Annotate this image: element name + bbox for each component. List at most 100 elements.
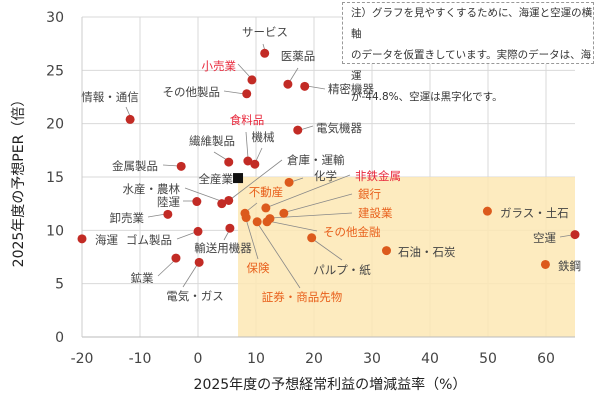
data-label: 全産業 — [199, 172, 234, 186]
y-tick-label: 15 — [46, 170, 64, 186]
data-point — [224, 195, 234, 205]
data-label: その他金融 — [323, 225, 381, 239]
leader-line — [285, 193, 353, 213]
data-label: 水産・農林 — [123, 182, 181, 196]
data-label: 保険 — [247, 261, 270, 275]
leader-line — [176, 231, 197, 240]
data-point — [171, 253, 181, 263]
leader-line — [559, 234, 573, 238]
data-label: 機械 — [252, 130, 275, 144]
leader-line — [245, 131, 249, 159]
data-label: 空運 — [533, 231, 556, 245]
data-point — [242, 89, 252, 99]
data-point — [252, 217, 262, 227]
data-point — [163, 209, 173, 219]
note-line: のデータを仮置きしています。実際のデータは、海運 — [351, 49, 592, 82]
x-tick-label: 60 — [537, 351, 555, 367]
data-point — [283, 79, 293, 89]
leader-line — [257, 223, 301, 289]
leader-line — [313, 239, 343, 261]
data-point-all-industry — [233, 173, 244, 184]
data-point — [77, 234, 87, 244]
data-label: サービス — [242, 25, 288, 39]
leader-line — [184, 187, 222, 202]
highlight-region — [238, 177, 575, 337]
data-point — [293, 125, 303, 135]
data-label: 不動産 — [249, 185, 284, 199]
data-point — [382, 246, 391, 256]
data-point — [279, 208, 289, 218]
data-label: 繊維製品 — [189, 134, 235, 148]
data-point — [224, 157, 234, 167]
data-point — [300, 81, 310, 91]
data-label: 食料品 — [230, 113, 265, 127]
data-point — [247, 75, 257, 85]
data-point — [540, 259, 550, 269]
data-point — [260, 48, 270, 58]
data-label: 海運 — [95, 233, 118, 247]
leader-line — [182, 264, 198, 288]
x-tick-label: -10 — [129, 351, 152, 367]
leader-line — [289, 67, 299, 82]
data-label: 建設業 — [358, 206, 393, 220]
leader-line — [237, 63, 251, 78]
data-point — [243, 156, 253, 166]
data-label: 陸運 — [157, 195, 180, 209]
data-label: その他製品 — [163, 85, 221, 99]
leader-line — [223, 230, 230, 241]
data-label: 輸送用機器 — [194, 241, 252, 255]
leader-line — [157, 259, 176, 277]
leader-line — [162, 164, 180, 167]
data-label: パルプ・紙 — [313, 263, 371, 277]
y-tick-label: 0 — [55, 330, 64, 346]
data-point — [261, 203, 271, 213]
data-point — [192, 197, 202, 207]
x-tick-label: 10 — [247, 351, 265, 367]
y-tick-label: 30 — [46, 10, 64, 26]
data-label: 非鉄金属 — [355, 169, 401, 183]
y-axis-label: 2025年度の予想PER（倍） — [11, 92, 27, 268]
y-tick-label: 25 — [46, 63, 64, 79]
data-point — [262, 217, 272, 227]
data-point — [176, 161, 186, 171]
data-label: 倉庫・運輸 — [287, 153, 345, 167]
note-line: 注）グラフを見やすくするために、海運と空運の横軸 — [351, 7, 593, 40]
y-tick-label: 10 — [46, 223, 64, 239]
data-label: 電気・ガス — [166, 289, 224, 303]
x-tick-label: 30 — [363, 351, 381, 367]
x-tick-label: 40 — [421, 351, 439, 367]
leader-line — [213, 151, 228, 161]
x-tick-label: 0 — [194, 351, 203, 367]
data-point — [217, 199, 227, 209]
x-axis-label: 2025年度の予想経常利益の増減益率（%） — [193, 377, 467, 393]
data-point — [225, 223, 235, 233]
leader-line — [255, 147, 263, 162]
data-label: 精密機器 — [328, 82, 374, 96]
leader-line — [306, 85, 326, 90]
data-label: 鉱業 — [131, 271, 154, 285]
data-point — [194, 257, 204, 267]
leader-line — [245, 218, 259, 260]
data-label: ゴム製品 — [126, 233, 172, 247]
data-label: 化学 — [314, 169, 337, 183]
data-label: 証券・商品先物 — [262, 290, 343, 304]
data-label: 小売業 — [202, 59, 237, 73]
data-point — [307, 233, 317, 243]
data-label: 金属製品 — [112, 159, 158, 173]
data-label: 銀行 — [358, 187, 381, 201]
data-label: 医薬品 — [281, 49, 316, 63]
x-tick-label: 20 — [305, 351, 323, 367]
leader-line — [246, 202, 258, 212]
data-label: 卸売業 — [110, 211, 145, 225]
data-label: 石油・石炭 — [398, 245, 456, 259]
x-tick-label: 50 — [479, 351, 497, 367]
leader-line — [267, 220, 318, 232]
x-tick-label: -20 — [71, 351, 94, 367]
data-point — [241, 213, 251, 223]
leader-line — [125, 106, 131, 117]
y-tick-label: 5 — [55, 277, 64, 293]
leader-line — [230, 159, 283, 200]
leader-line — [147, 213, 167, 218]
data-point — [250, 159, 260, 169]
